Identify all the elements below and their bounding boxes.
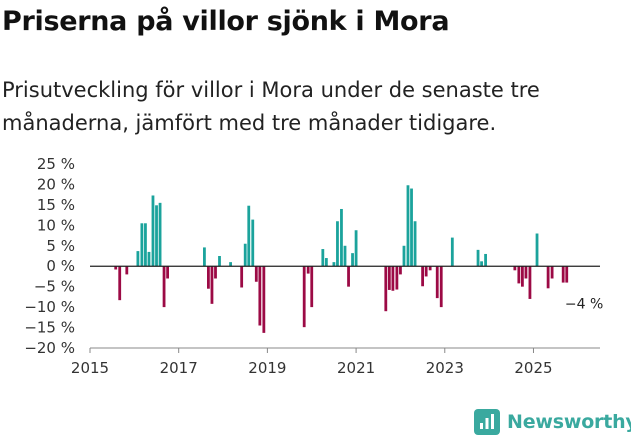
y-tick-label: 0 %: [46, 257, 75, 275]
bar: [258, 266, 262, 326]
bar-chart-logo-icon: [474, 409, 500, 435]
bar: [243, 243, 247, 267]
bar: [310, 266, 314, 308]
bar: [387, 266, 391, 290]
bar: [561, 266, 565, 283]
bar: [158, 202, 162, 267]
y-tick-label: 25 %: [37, 155, 75, 173]
bar: [136, 251, 140, 267]
bar: [151, 195, 155, 267]
y-tick-label: −20 %: [24, 339, 75, 357]
bar: [424, 266, 428, 277]
bar: [166, 266, 170, 279]
y-tick-label: 10 %: [37, 216, 75, 234]
bar: [118, 266, 122, 301]
bar: [550, 266, 554, 279]
bar: [306, 266, 310, 274]
bar: [413, 221, 417, 267]
bar: [229, 262, 232, 267]
bar: [391, 266, 395, 291]
bar: [324, 258, 328, 267]
bar: [144, 223, 147, 267]
chart-subtitle: Prisutveckling för villor i Mora under d…: [2, 78, 540, 135]
bar: [302, 266, 306, 328]
bar: [155, 205, 158, 267]
bar: [520, 266, 524, 287]
bar: [565, 266, 569, 283]
bar: [251, 219, 255, 267]
bar: [343, 245, 347, 267]
y-tick-label: −15 %: [24, 319, 75, 337]
bar: [395, 266, 399, 290]
bar: [535, 233, 539, 267]
bar: [140, 223, 144, 267]
bar: [218, 256, 221, 267]
bar: [254, 266, 258, 282]
bar: [384, 266, 388, 312]
newsworthy-logo: Newsworthy: [474, 406, 631, 438]
bar: [480, 261, 483, 267]
bar: [439, 266, 443, 308]
bar: [421, 266, 425, 287]
bar: [340, 208, 343, 267]
bar: [336, 221, 339, 267]
bar: [517, 266, 521, 284]
bar: [410, 188, 413, 267]
bar: [435, 266, 439, 299]
x-tick-label: 2017: [160, 359, 198, 377]
bar: [484, 253, 487, 267]
bar: [214, 266, 217, 279]
bar: [321, 249, 325, 267]
chart-title: Priserna på villor sjönk i Mora: [2, 6, 450, 37]
bar: [528, 266, 532, 299]
y-tick-label: 20 %: [37, 175, 75, 193]
bar-chart: 25 % 20 % 15 % 10 % 5 % 0 % −5 % −10 % −15 % −20 …: [24, 155, 603, 377]
y-tick-label: −5 %: [34, 278, 75, 296]
bar: [347, 266, 350, 287]
bar: [476, 249, 480, 267]
bar: [210, 266, 214, 304]
bar: [354, 230, 358, 267]
bar: [402, 245, 406, 267]
bar: [147, 251, 151, 267]
last-value-label: −4 %: [565, 297, 603, 313]
bar: [524, 266, 528, 279]
bar: [125, 266, 129, 275]
bar: [546, 266, 550, 289]
x-tick-label: 2023: [426, 359, 464, 377]
bar: [428, 266, 432, 271]
bar: [247, 205, 251, 267]
x-tick-label: 2015: [71, 359, 109, 377]
bar: [513, 266, 517, 271]
brand-name: Newsworthy: [507, 411, 631, 433]
x-tick-label: 2025: [514, 359, 552, 377]
bar: [450, 237, 454, 267]
bar: [399, 266, 402, 275]
bar: [207, 266, 210, 289]
bar: [351, 253, 354, 267]
y-tick-label: 5 %: [46, 237, 75, 255]
bar: [162, 266, 166, 308]
bar: [203, 247, 206, 267]
bar: [406, 185, 410, 267]
x-tick-label: 2019: [248, 359, 286, 377]
bar: [262, 266, 266, 333]
x-tick-label: 2021: [337, 359, 375, 377]
bar: [240, 266, 244, 288]
y-tick-label: 15 %: [37, 196, 75, 214]
bar: [332, 262, 336, 267]
bar: [114, 266, 118, 270]
y-tick-label: −10 %: [24, 298, 75, 316]
